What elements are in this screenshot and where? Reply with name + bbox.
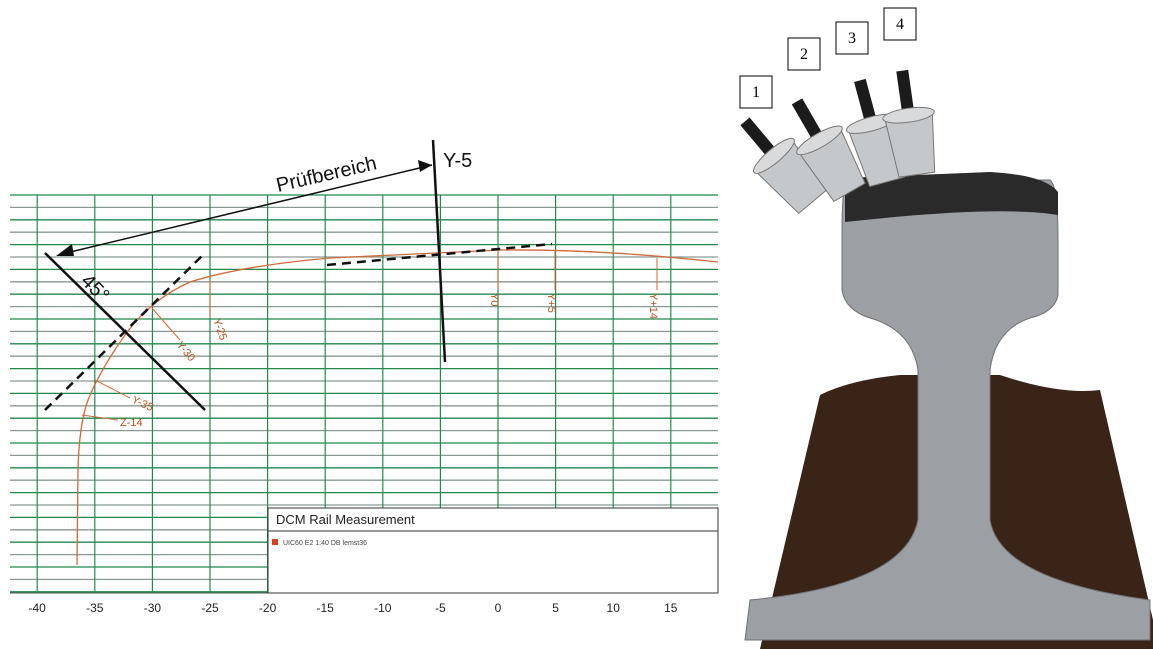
legend-title: DCM Rail Measurement — [276, 512, 415, 527]
x-tick-label: -30 — [144, 601, 162, 615]
x-tick-label: -25 — [201, 601, 219, 615]
label-y30: Y-30 — [174, 339, 197, 364]
profile-markers — [82, 250, 657, 420]
figure: -40 -35 -30 -25 -20 -15 -10 -5 0 5 10 15 DCM Rail M… — [0, 0, 1153, 649]
label-y35: Y-35 — [130, 394, 155, 414]
rail-photo — [745, 172, 1153, 649]
label-y25: Y-25 — [210, 317, 229, 342]
label-y14: Y+14 — [647, 293, 659, 319]
x-tick-label: -15 — [317, 601, 335, 615]
x-tick-label: -40 — [29, 601, 47, 615]
x-tick-label: -10 — [374, 601, 392, 615]
x-tick-label: 0 — [495, 601, 502, 615]
x-tick-label: 5 — [552, 601, 559, 615]
label-y5: Y+5 — [545, 293, 557, 313]
probe-label: 1 — [752, 84, 760, 101]
probe-label: 4 — [896, 16, 904, 33]
x-tick-label: -35 — [86, 601, 104, 615]
angle-label: 45° — [76, 270, 113, 307]
label-z14: Z-14 — [120, 417, 143, 429]
label-y0: Y0 — [488, 293, 500, 306]
legend-entry: UIC60 E2 1:40 DB lemst36 — [283, 540, 367, 547]
x-tick-label: -20 — [259, 601, 277, 615]
x-tick-label: -5 — [435, 601, 446, 615]
line-label: Y-5 — [443, 150, 472, 172]
x-tick-label: 15 — [664, 601, 678, 615]
legend-swatch — [272, 539, 278, 545]
x-tick-label: 10 — [607, 601, 621, 615]
probe-label: 2 — [800, 46, 808, 63]
probe-label: 3 — [848, 30, 856, 47]
